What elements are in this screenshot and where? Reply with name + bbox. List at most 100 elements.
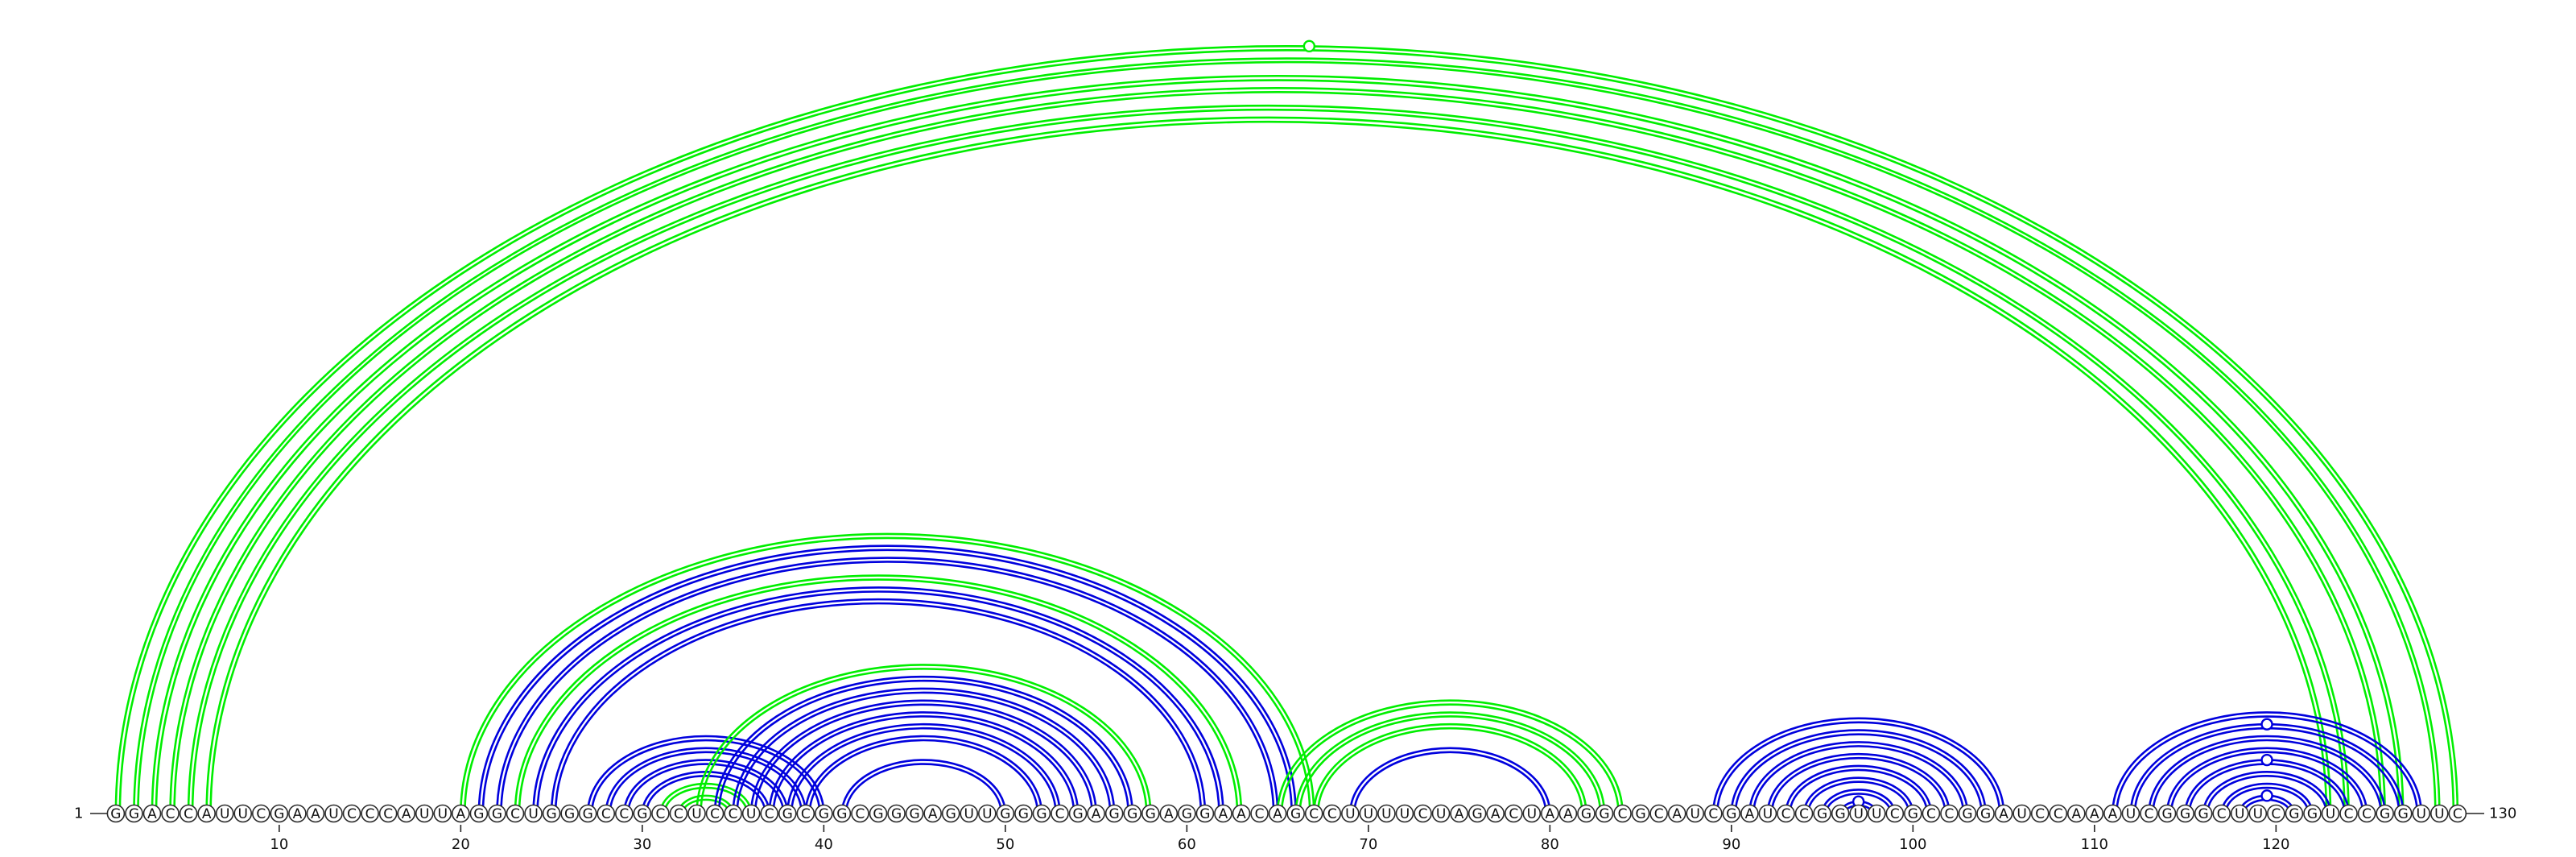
nucleotide-letter: A [456, 806, 466, 822]
nucleotide-circle [687, 804, 706, 823]
nucleotide-circle [1867, 804, 1886, 823]
nucleotide-circle [1740, 804, 1759, 823]
base-pair-arc-34-57 [713, 675, 1133, 814]
nucleotide-46: A [923, 804, 942, 823]
nucleotide-letter: A [928, 806, 938, 822]
nucleotide-circle [197, 804, 216, 823]
nucleotide-127: G [2393, 804, 2413, 823]
nucleotide-circle [669, 804, 688, 823]
nucleotide-1: G [106, 804, 126, 823]
base-pair-arc-24-62-inner [536, 590, 1220, 814]
base-pair-arc-89-105-inner [1716, 721, 2001, 814]
nucleotide-letter: G [2180, 806, 2190, 822]
nucleotide-circle [1359, 804, 1378, 823]
base-pair-arc-5-124-inner [191, 108, 2346, 814]
nucleotide-circle [2339, 804, 2358, 823]
base-pair-arc-117-122-inner [2224, 786, 2310, 814]
nucleotide-circle [142, 804, 162, 823]
nucleotide-88: U [1686, 804, 1705, 823]
nucleotide-letter: U [691, 806, 701, 822]
nucleotide-circle [2321, 804, 2340, 823]
nucleotide-letter: C [2035, 806, 2045, 822]
nucleotide-circle [1232, 804, 1251, 823]
nucleotide-circle [1958, 804, 1977, 823]
nucleotide-letter: A [202, 806, 212, 822]
base-pair-arc-116-123 [2202, 771, 2332, 814]
base-pair-arc-36-55 [749, 699, 1097, 814]
nucleotide-letter: U [1527, 806, 1537, 822]
base-pair-arc-113-126-inner [2152, 739, 2382, 814]
nucleotide-letter: A [1273, 806, 1282, 822]
nucleotide-letter: U [1436, 806, 1446, 822]
base-pair-arc-117-122 [2220, 782, 2314, 814]
nucleotide-circle [1377, 804, 1396, 823]
nucleotide-circle [1613, 804, 1632, 823]
nucleotide-letter: C [1799, 806, 1809, 822]
nucleotide-circle [1849, 804, 1868, 823]
nucleotide-letter: G [1581, 806, 1591, 822]
nucleotide-115: G [2176, 804, 2194, 823]
nucleotide-67: C [1304, 804, 1323, 823]
nucleotide-106: U [2013, 804, 2031, 823]
nucleotide-circle [2267, 804, 2285, 823]
nucleotide-circle [1922, 804, 1941, 823]
nucleotide-letter: C [166, 806, 175, 822]
nucleotide-57: G [1123, 804, 1141, 823]
nucleotide-39: C [796, 804, 815, 823]
nucleotide-letter: U [1853, 806, 1863, 822]
nucleotide-letter: U [1400, 806, 1410, 822]
nucleotide-19: U [433, 804, 452, 823]
base-pair-arc-27-40-inner [590, 739, 821, 814]
nucleotide-letter: A [2108, 806, 2118, 822]
nucleotide-letter: G [2289, 806, 2299, 822]
nucleotide-letter: C [184, 806, 193, 822]
nucleotide-circle [179, 804, 198, 823]
nucleotide-circle [2303, 804, 2322, 823]
nucleotide-circle [2194, 804, 2213, 823]
nucleotide-circle [2412, 804, 2431, 823]
base-pair-arc-5-124 [187, 104, 2350, 814]
nucleotide-letter: C [801, 806, 811, 822]
base-pair-arcs [114, 39, 2459, 814]
base-pair-arc-20-67 [460, 532, 1315, 814]
base-pair-arc-27-40 [586, 735, 825, 814]
nucleotide-letter: A [402, 806, 411, 822]
nucleotide-104: G [1976, 804, 1995, 823]
nucleotide-23: C [506, 804, 525, 823]
nucleotide-letter: U [2417, 806, 2426, 822]
nucleotide-circle [161, 804, 180, 823]
base-pair-arc-65-84-inner [1280, 703, 1620, 814]
base-pair-arc-22-65 [496, 557, 1279, 814]
nucleotide-letter: G [782, 806, 793, 822]
base-pair-arc-37-54 [768, 711, 1080, 814]
base-pair-arc-21-66-inner [481, 549, 1293, 814]
nucleotide-letter: C [2145, 806, 2154, 822]
base-pair-arc-69-80 [1349, 747, 1551, 814]
nucleotide-circle [2013, 804, 2031, 823]
nucleotide-20: A [452, 804, 470, 823]
nucleotide-circle [1141, 804, 1160, 823]
base-pair-arc-116-123-inner [2206, 775, 2328, 814]
base-pair-arc-93-101 [1785, 764, 1933, 814]
tick-label-20: 20 [452, 836, 470, 853]
nucleotide-123: U [2321, 804, 2340, 823]
nucleotide-letter: G [1146, 806, 1156, 822]
nucleotide-circle [869, 804, 888, 823]
nucleotide-circle [923, 804, 942, 823]
nucleotide-118: U [2230, 804, 2249, 823]
nucleotide-circle [2248, 804, 2268, 823]
nucleotide-circle [1504, 804, 1523, 823]
tick-label-10: 10 [270, 836, 288, 853]
nucleotide-45: G [905, 804, 924, 823]
base-pair-arc-67-82-inner [1316, 727, 1583, 814]
nucleotide-63: A [1232, 804, 1251, 823]
base-pair-arc-34-57-inner [717, 679, 1129, 814]
nucleotide-circle [614, 804, 634, 823]
nucleotide-circle [578, 804, 597, 823]
nucleotide-circle [2357, 804, 2376, 823]
nucleotide-circle [2430, 804, 2449, 823]
base-pair-arc-92-102 [1766, 752, 1951, 814]
nucleotide-letter: C [2362, 806, 2372, 822]
nucleotide-circle [1813, 804, 1831, 823]
nucleotide-circle [760, 804, 779, 823]
